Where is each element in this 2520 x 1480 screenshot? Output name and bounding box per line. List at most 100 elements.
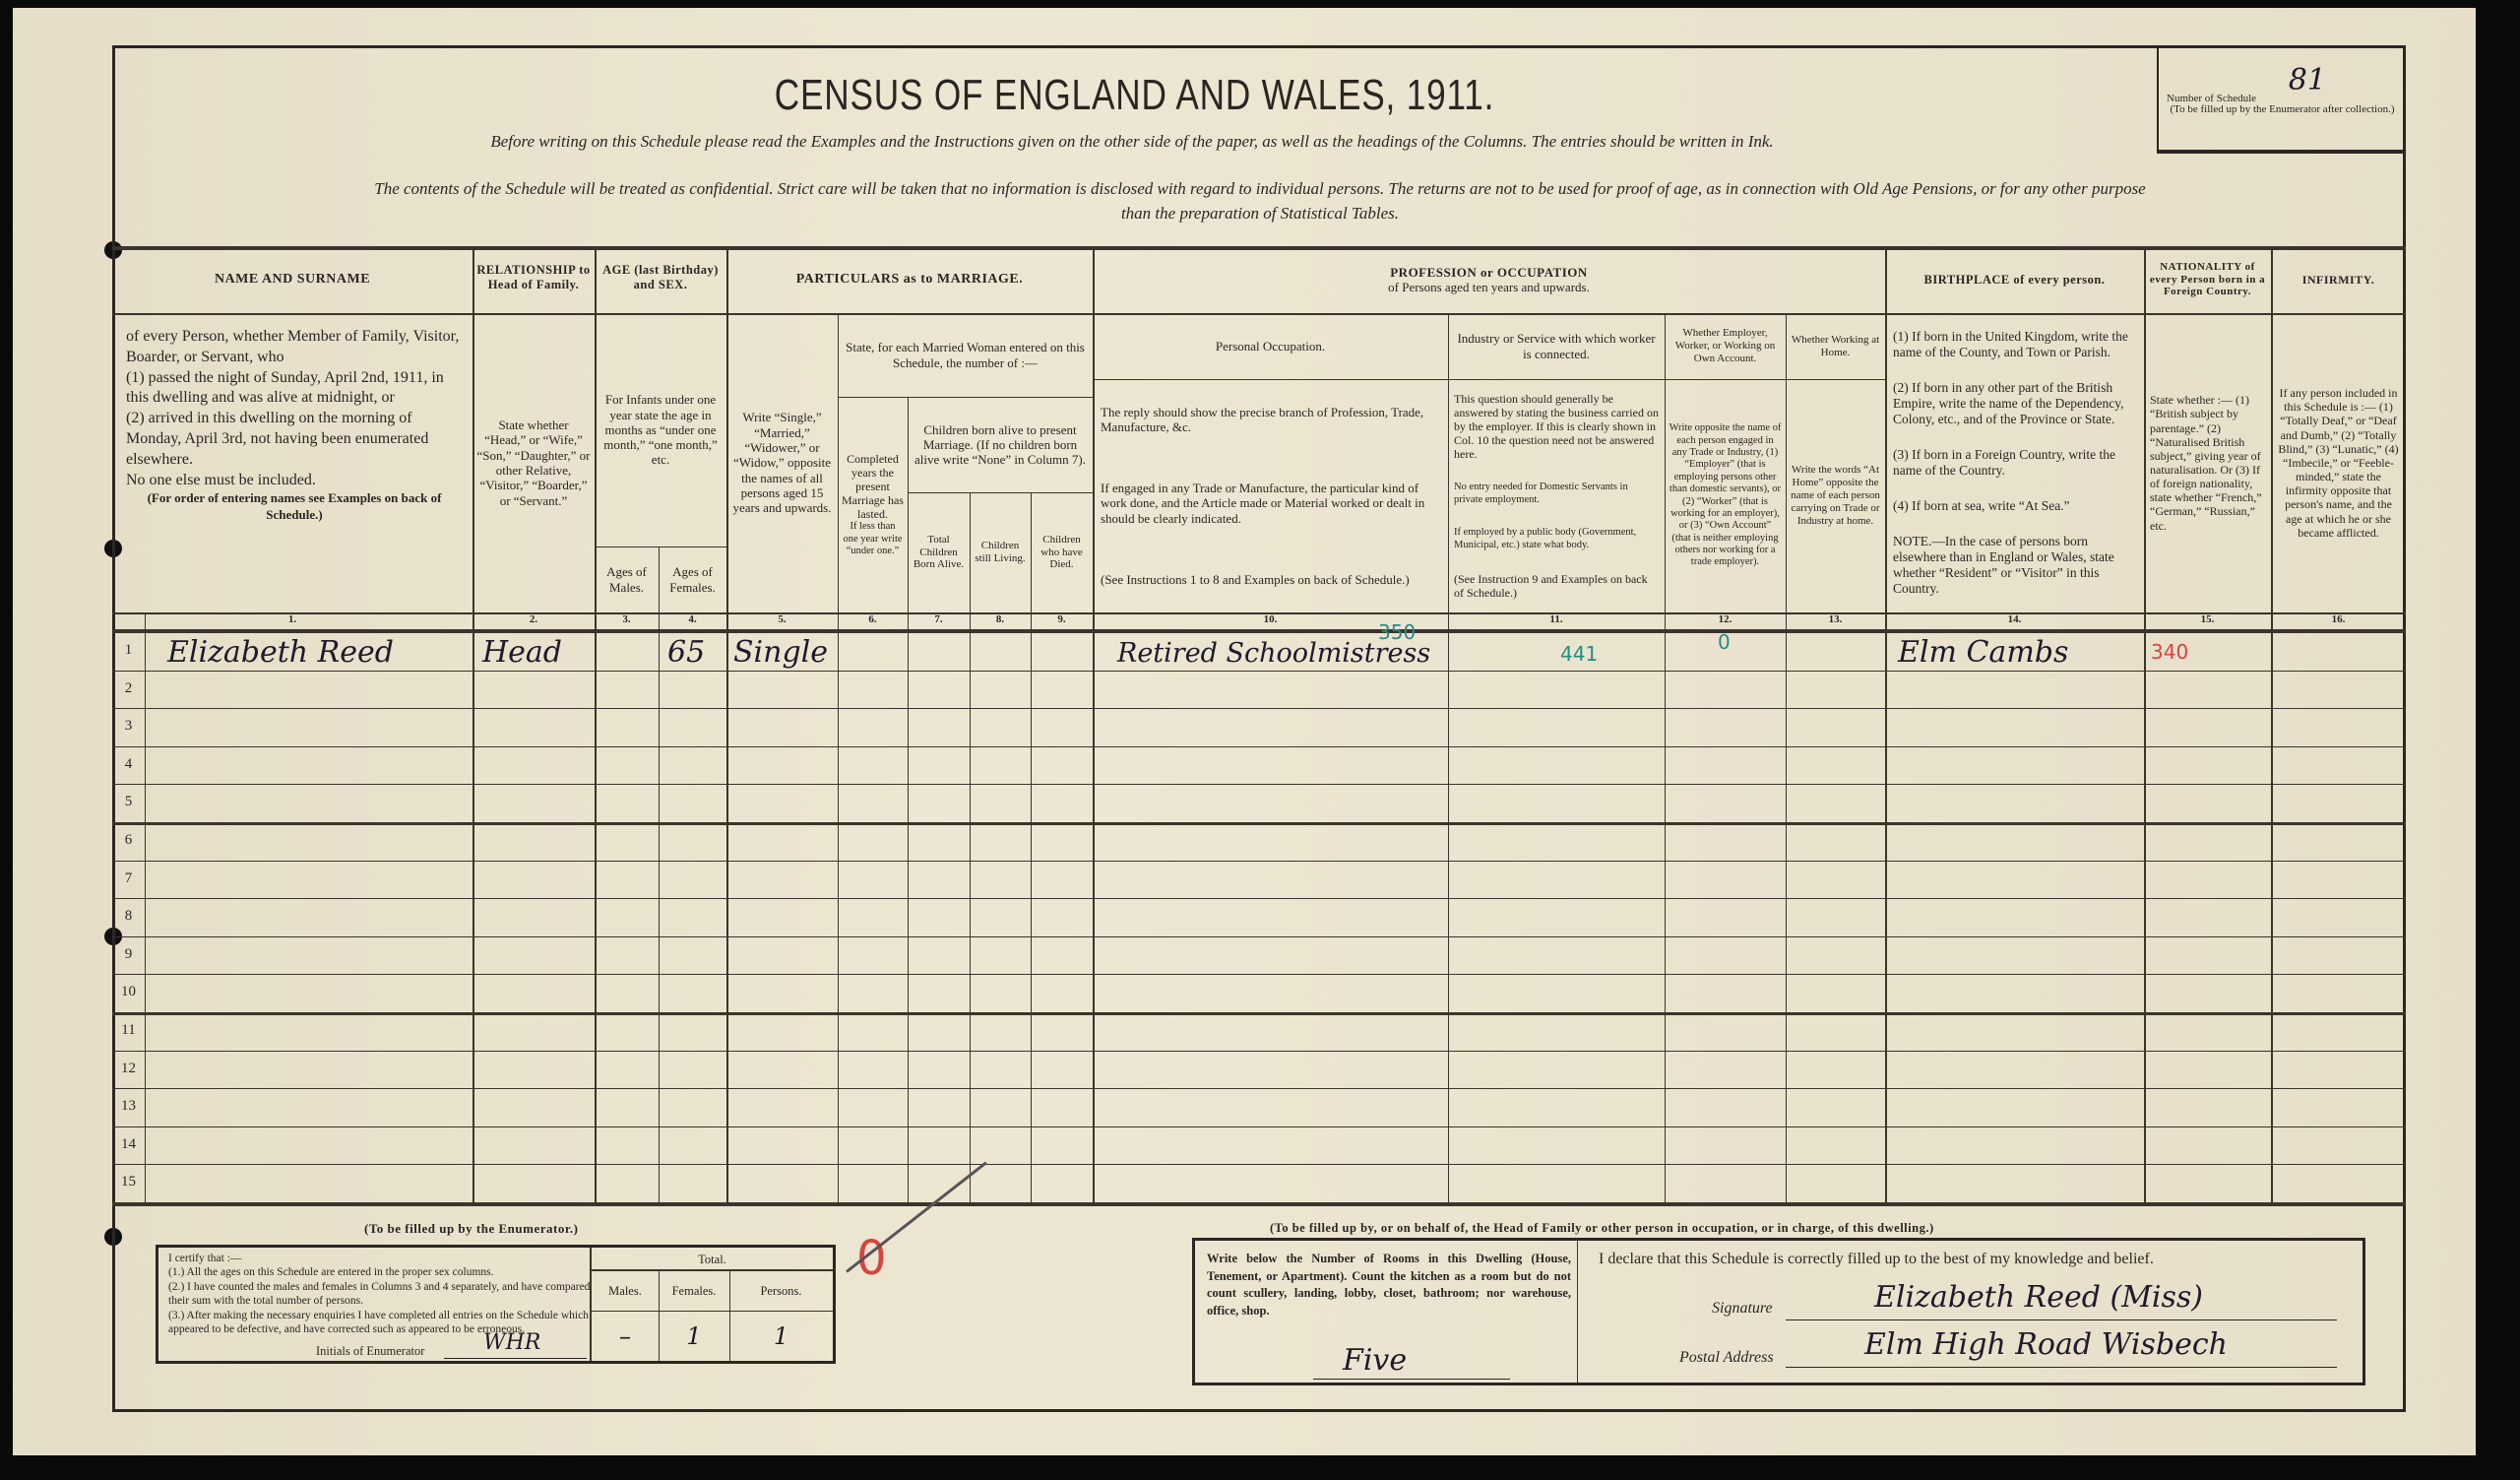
header-profession: PROFESSION or OCCUPATION of Persons aged…: [1093, 246, 1885, 313]
row-rule: [112, 745, 2406, 747]
column-number: 12.: [1718, 613, 1732, 625]
column-rule: [2144, 246, 2146, 1202]
total-persons: 1: [773, 1322, 789, 1350]
column-number: 16.: [2331, 613, 2346, 625]
header-children-died: Children who have Died.: [1040, 533, 1083, 571]
row-number: 14: [121, 1135, 136, 1152]
profession-title: PROFESSION or OCCUPATION: [1390, 264, 1588, 280]
column-rule: [1031, 492, 1032, 1202]
entry-name: Elizabeth Reed: [167, 635, 394, 670]
header-name-desc: of every Person, whether Member of Famil…: [122, 325, 467, 601]
occ-desc-3: (See Instructions 1 to 8 and Examples on…: [1101, 572, 1410, 588]
header-infirmity-desc: If any person included in this Schedule …: [2278, 386, 2399, 540]
profession-sub-rule: [1093, 379, 1885, 380]
instruction-text: Before writing on this Schedule please r…: [490, 132, 1774, 151]
total-females: 1: [686, 1322, 702, 1350]
row-number: 4: [124, 755, 133, 772]
row-number-rule: [145, 612, 146, 1202]
column-rule: [2271, 246, 2273, 1202]
column-rule: [1448, 313, 1449, 1202]
header-relationship: RELATIONSHIP to Head of Family.: [476, 263, 591, 291]
row-number: 12: [121, 1060, 136, 1076]
males-label: Males.: [608, 1284, 642, 1298]
column-number: 14.: [2007, 613, 2022, 625]
entry-birthplace: Elm Cambs: [1898, 635, 2069, 670]
header-rule: [112, 313, 2406, 315]
form-frame: [112, 45, 2406, 1412]
header-children-living: Children still Living.: [975, 540, 1026, 564]
column-number: 3.: [622, 613, 631, 625]
header-home: Whether Working at Home.: [1791, 333, 1880, 358]
enumerator-box: I certify that :— (1.) All the ages on t…: [156, 1245, 836, 1364]
column-number: 5.: [778, 613, 787, 625]
header-name: NAME AND SURNAME: [214, 271, 371, 287]
signature: Elizabeth Reed (Miss): [1874, 1280, 2203, 1315]
occ-desc-1: The reply should show the precise branch…: [1101, 404, 1424, 434]
row-rule: [112, 1012, 2406, 1015]
name-desc-5: (For order of entering names see Example…: [147, 490, 442, 523]
header-children-total: Total Children Born Alive.: [913, 533, 965, 571]
row-number: 5: [124, 794, 133, 810]
birth-desc-3: (3) If born in a Foreign Country, write …: [1893, 447, 2115, 478]
birth-desc-1: (1) If born in the United Kingdom, write…: [1893, 329, 2128, 360]
row-rule: [112, 1126, 2406, 1127]
industry-desc-3: If employed by a public body (Government…: [1454, 527, 1637, 550]
schedule-number: 81: [2288, 63, 2326, 97]
industry-desc-2: No entry needed for Domestic Servants in…: [1454, 482, 1628, 505]
row-number: 3: [124, 718, 133, 735]
row-number: 13: [121, 1098, 136, 1115]
name-desc-3: (2) arrived in this dwelling on the morn…: [126, 410, 429, 468]
enumerator-label: (To be filled up by the Enumerator.): [364, 1221, 579, 1236]
certify-item-1: (1.) All the ages on this Schedule are e…: [168, 1266, 494, 1279]
row-number: 9: [124, 945, 133, 962]
column-number: 4.: [688, 613, 697, 625]
row-number: 7: [124, 869, 133, 886]
certify-item-3: (3.) After making the necessary enquirie…: [168, 1309, 589, 1335]
completed-years-note: If less than one year write “under one.”: [843, 521, 903, 557]
table-bottom-rule: [112, 1202, 2406, 1206]
header-nationality-desc: State whether :— (1) “British subject by…: [2150, 393, 2262, 533]
signature-label: Signature: [1712, 1300, 1773, 1317]
marriage-sub-rule: [838, 397, 1093, 398]
column-rule: [838, 313, 839, 1202]
column-number: 1.: [287, 613, 297, 625]
column-rule: [472, 246, 474, 1202]
females-label: Females.: [671, 1284, 717, 1298]
row-rule: [112, 974, 2406, 976]
row-number: 6: [124, 832, 133, 848]
initials-label: Initials of Enumerator: [316, 1344, 425, 1358]
header-age-desc: For Infants under one year state the age…: [603, 392, 718, 468]
header-children: Children born alive to present Marriage.…: [914, 421, 1086, 468]
name-desc-2: (1) passed the night of Sunday, April 2n…: [126, 368, 444, 407]
rooms-instruction: Write below the Number of Rooms in this …: [1207, 1252, 1571, 1318]
header-personal-occupation-desc: The reply should show the precise branch…: [1097, 379, 1444, 612]
header-birthplace-desc: (1) If born in the United Kingdom, write…: [1889, 317, 2140, 609]
profession-subtitle: of Persons aged ten years and upwards.: [1388, 280, 1590, 294]
initials-line: [444, 1358, 587, 1359]
head-box: Write below the Number of Rooms in this …: [1192, 1238, 2365, 1385]
row-rule: [112, 1050, 2406, 1052]
row-number: 11: [121, 1022, 136, 1038]
declaration-text: I declare that this Schedule is correctl…: [1599, 1251, 2154, 1267]
table-top-rule: [112, 246, 2406, 250]
column-number: 9.: [1057, 613, 1066, 625]
name-desc-1: of every Person, whether Member of Famil…: [126, 328, 460, 365]
column-rule: [659, 547, 660, 1202]
header-age: AGE (last Birthday) and SEX.: [602, 263, 719, 291]
header-marriage-desc: Write “Single,” “Married,” “Widower,” or…: [732, 410, 832, 516]
row-rule: [112, 860, 2406, 862]
signature-line: [1786, 1319, 2337, 1320]
column-rule: [1665, 313, 1666, 1202]
employer-code: 0: [1718, 630, 1731, 654]
row-rule: [112, 1088, 2406, 1090]
row-rule: [112, 1164, 2406, 1166]
row-rule: [112, 784, 2406, 786]
header-age-males: Ages of Males.: [606, 564, 647, 595]
completed-years-text: Completed years the present Marriage has…: [842, 451, 904, 522]
col-number-rule: [112, 629, 2406, 633]
header-birthplace: BIRTHPLACE of every person.: [1923, 272, 2106, 287]
row-rule: [112, 708, 2406, 710]
birth-desc-2: (2) If born in any other part of the Bri…: [1893, 380, 2124, 426]
header-employer-desc: Write opposite the name of each person e…: [1669, 422, 1782, 568]
entry-occupation: Retired Schoolmistress: [1117, 638, 1431, 669]
